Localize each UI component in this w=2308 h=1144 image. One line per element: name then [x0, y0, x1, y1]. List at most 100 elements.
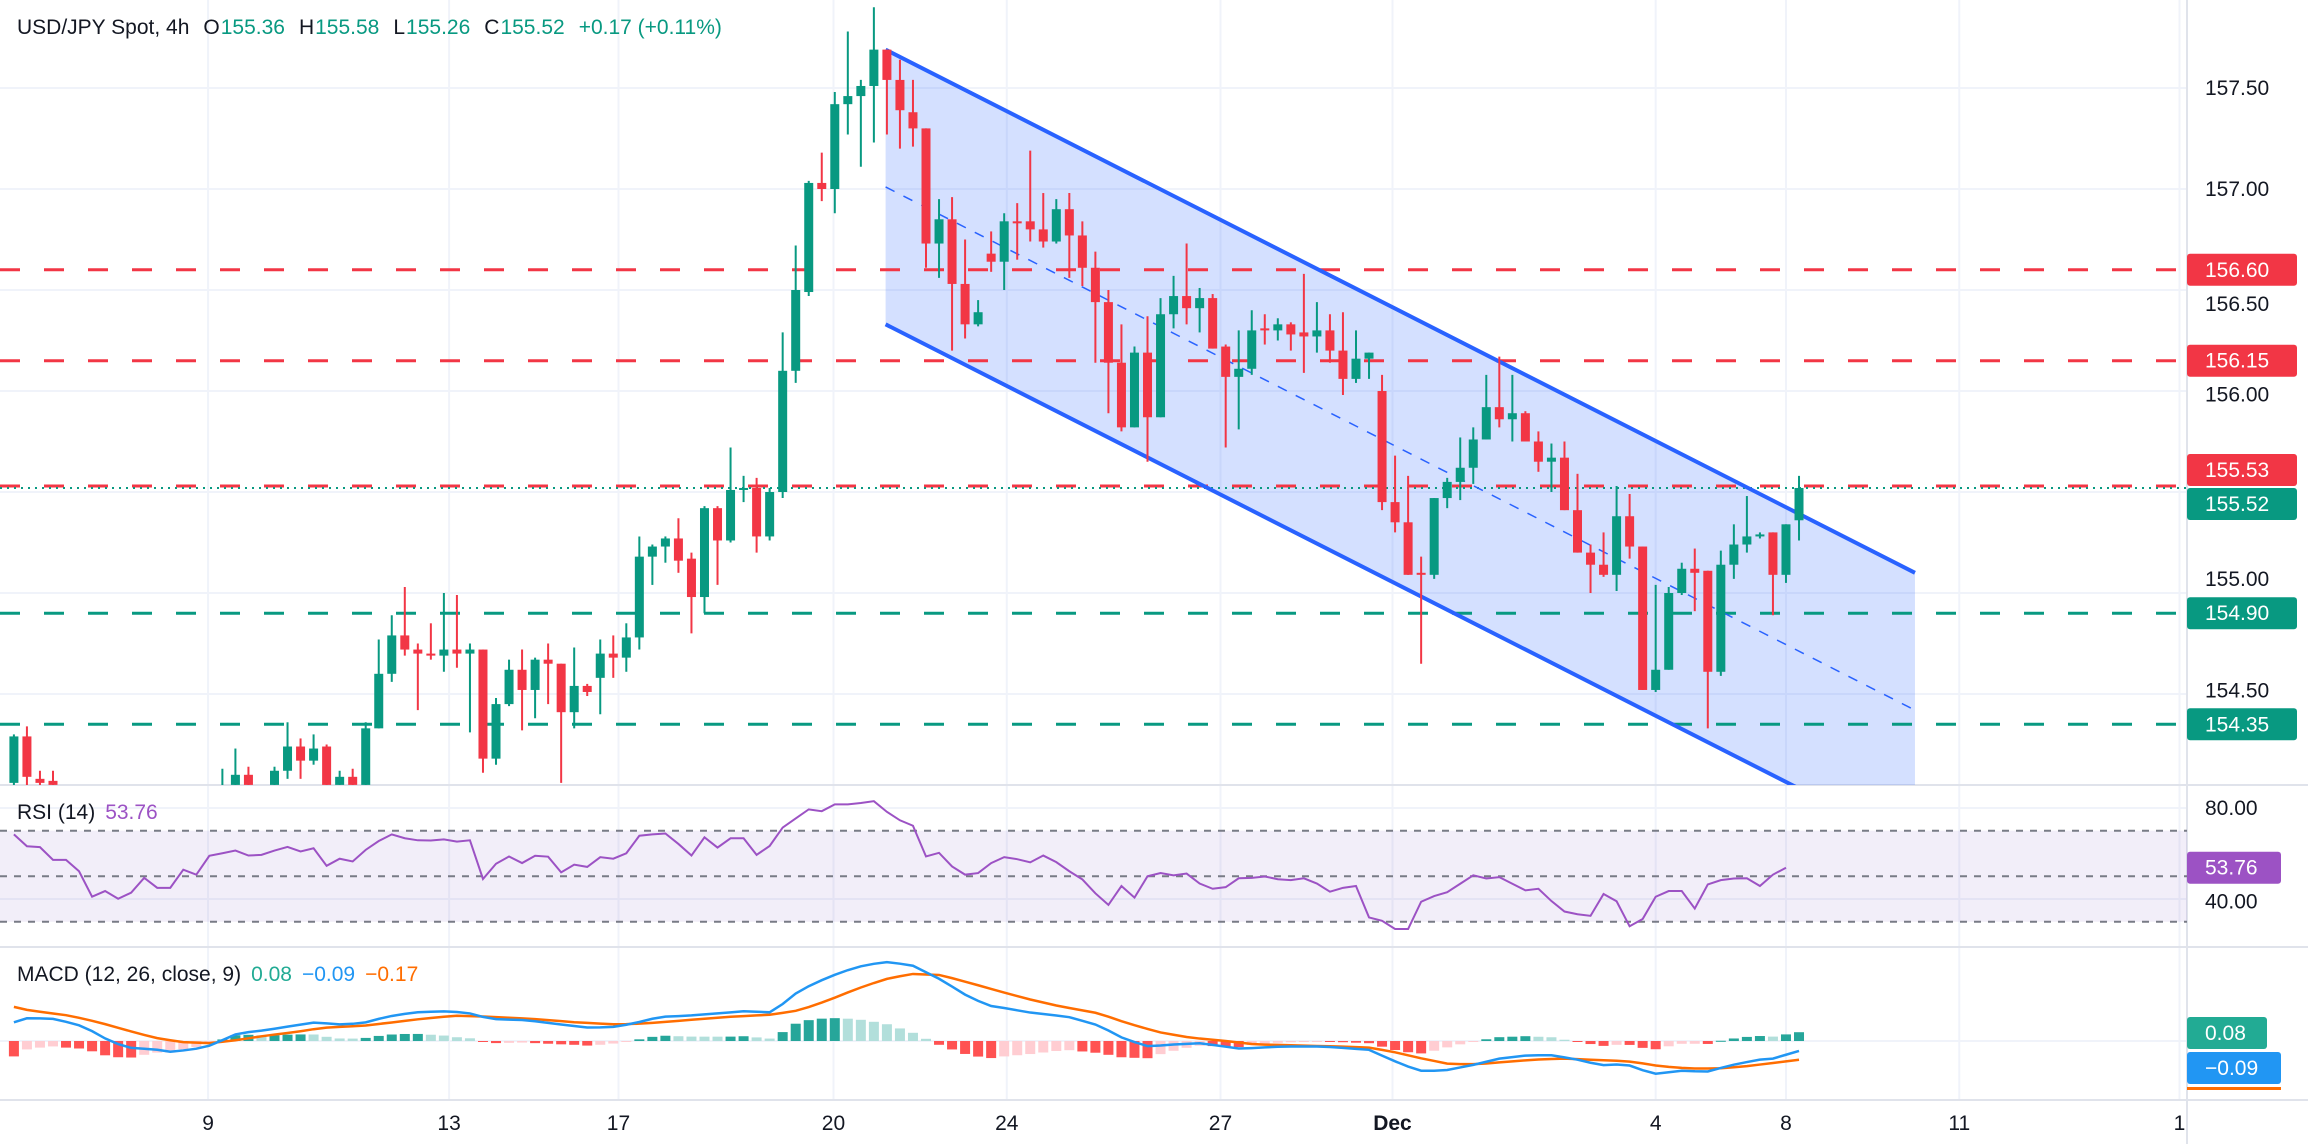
candle[interactable]	[1273, 318, 1283, 341]
candle[interactable]	[882, 49, 892, 135]
candle[interactable]	[9, 734, 19, 795]
time-axis[interactable]: 9 13 17 20 24 27 Dec 4 8 11 1	[202, 1112, 2185, 1135]
candle[interactable]	[765, 487, 775, 541]
candle[interactable]	[1338, 312, 1348, 396]
candle[interactable]	[1025, 150, 1035, 242]
candle[interactable]	[843, 31, 853, 135]
candle[interactable]	[1403, 475, 1413, 575]
candle[interactable]	[465, 643, 475, 733]
candle[interactable]	[1768, 532, 1778, 616]
candle[interactable]	[1286, 322, 1296, 351]
candle[interactable]	[387, 615, 397, 682]
candle[interactable]	[934, 199, 944, 278]
candle[interactable]	[1703, 570, 1713, 729]
candle[interactable]	[543, 643, 553, 705]
candle[interactable]	[1533, 431, 1543, 472]
candle[interactable]	[230, 748, 240, 795]
candle[interactable]	[504, 659, 514, 707]
candle[interactable]	[1651, 584, 1661, 692]
candle[interactable]	[713, 506, 723, 585]
candle[interactable]	[1182, 243, 1192, 325]
rsi-title[interactable]: RSI (14)	[17, 801, 96, 824]
candle[interactable]	[791, 245, 801, 383]
candle[interactable]	[1064, 193, 1074, 278]
candle[interactable]	[426, 623, 436, 660]
candle[interactable]	[1156, 298, 1166, 418]
candle[interactable]	[530, 657, 540, 719]
candle[interactable]	[778, 332, 788, 499]
candle[interactable]	[1012, 203, 1022, 260]
candle[interactable]	[1664, 586, 1674, 670]
candle[interactable]	[439, 593, 449, 672]
candle[interactable]	[1468, 427, 1478, 484]
candle[interactable]	[726, 447, 736, 543]
candle[interactable]	[1143, 316, 1153, 462]
candle[interactable]	[673, 518, 683, 573]
candle[interactable]	[556, 663, 566, 783]
candle[interactable]	[322, 744, 332, 796]
candle[interactable]	[817, 152, 827, 202]
candle[interactable]	[478, 649, 488, 773]
candle[interactable]	[517, 649, 527, 731]
candle[interactable]	[1455, 437, 1465, 501]
candle[interactable]	[1794, 475, 1804, 541]
candle[interactable]	[1234, 330, 1244, 430]
candle[interactable]	[243, 766, 253, 795]
candle[interactable]	[1729, 524, 1739, 579]
candle[interactable]	[647, 544, 657, 585]
candle[interactable]	[1195, 287, 1205, 333]
candle[interactable]	[1507, 374, 1517, 442]
candle[interactable]	[1129, 346, 1139, 428]
macd-axis[interactable]: 0.08 −0.09	[2187, 1017, 2281, 1090]
candle[interactable]	[348, 768, 358, 795]
candle[interactable]	[1742, 496, 1752, 553]
candle[interactable]	[921, 128, 931, 268]
candle[interactable]	[1559, 441, 1569, 511]
candle[interactable]	[283, 722, 293, 779]
candle[interactable]	[1364, 352, 1374, 379]
candle[interactable]	[1573, 473, 1582, 553]
candle[interactable]	[309, 734, 319, 765]
candle[interactable]	[699, 506, 709, 614]
candle[interactable]	[1429, 498, 1439, 579]
candle[interactable]	[491, 698, 501, 765]
candle[interactable]	[1638, 546, 1648, 690]
candle[interactable]	[1051, 199, 1061, 244]
candle[interactable]	[1247, 310, 1257, 375]
candle[interactable]	[1090, 251, 1100, 363]
candle[interactable]	[335, 770, 345, 795]
candle[interactable]	[48, 770, 58, 795]
candle[interactable]	[1546, 443, 1556, 492]
candle[interactable]	[973, 300, 983, 327]
candle[interactable]	[1442, 477, 1452, 509]
candle[interactable]	[947, 197, 957, 351]
candle[interactable]	[413, 643, 423, 711]
candle[interactable]	[35, 770, 45, 795]
candle[interactable]	[1599, 532, 1609, 577]
candle[interactable]	[1416, 556, 1426, 664]
macd-title[interactable]: MACD (12, 26, close, 9)	[17, 963, 242, 986]
candle[interactable]	[1690, 548, 1700, 612]
candle[interactable]	[660, 536, 670, 563]
candle[interactable]	[361, 722, 371, 795]
candle[interactable]	[1625, 494, 1635, 559]
candle[interactable]	[1755, 532, 1765, 539]
candle[interactable]	[869, 7, 879, 143]
candle[interactable]	[804, 180, 814, 297]
candle[interactable]	[856, 79, 866, 167]
rsi-axis[interactable]: 80.00 40.00 53.76	[2187, 797, 2281, 914]
candle[interactable]	[582, 683, 592, 697]
channel-upper-line[interactable]	[884, 47, 1916, 575]
candle[interactable]	[1481, 374, 1491, 440]
candle[interactable]	[960, 239, 970, 339]
candle[interactable]	[752, 477, 762, 553]
candle[interactable]	[400, 586, 410, 656]
candle[interactable]	[452, 595, 462, 668]
candle[interactable]	[830, 92, 840, 214]
candle[interactable]	[1103, 290, 1113, 414]
candle[interactable]	[595, 639, 605, 715]
channel-lower-line[interactable]	[884, 322, 1915, 847]
candle[interactable]	[999, 213, 1009, 290]
candle[interactable]	[1351, 330, 1361, 383]
candle[interactable]	[1077, 221, 1087, 286]
